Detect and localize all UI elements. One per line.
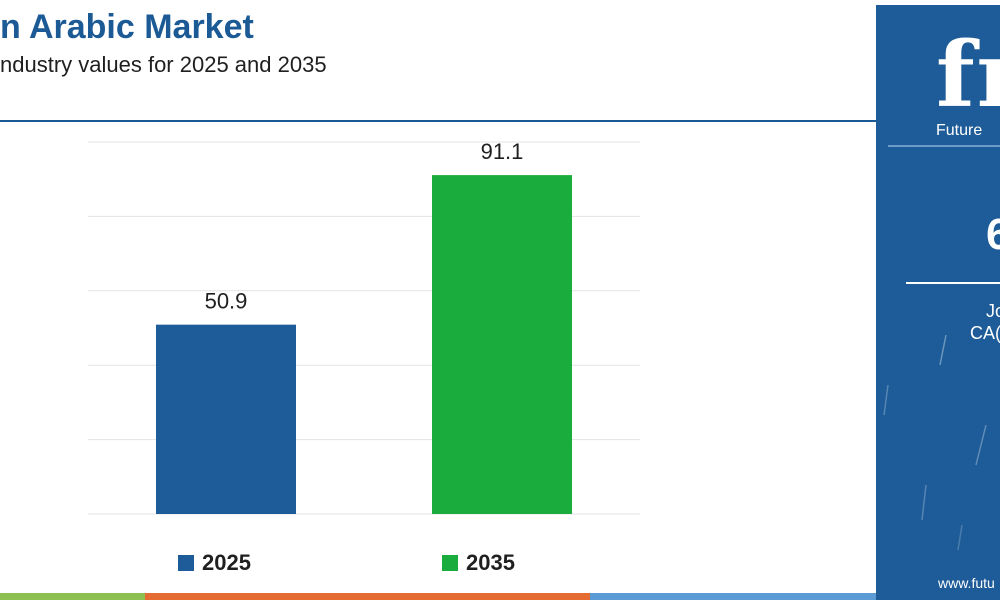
panel-divider-top (888, 145, 1000, 147)
brand-logo-text: Future (936, 122, 983, 139)
header-divider (0, 120, 878, 122)
bottom-color-strip (0, 593, 878, 600)
legend-swatch-2025 (178, 555, 194, 571)
chart-title: n Arabic Market (0, 8, 254, 46)
data-label-2025: 50.9 (205, 289, 248, 314)
bar-2035 (432, 175, 572, 514)
legend-label-2025: 2025 (202, 550, 251, 575)
panel-text-line-2: CA( (970, 323, 1000, 343)
legend-swatch-2035 (442, 555, 458, 571)
strip-segment-orange (145, 593, 590, 600)
panel-divider-middle (906, 282, 1000, 284)
brand-side-panel: fr Future 6 Jo CA( www.futu (876, 5, 1000, 600)
brand-logo: fr (936, 22, 1000, 128)
chart-subtitle: ndustry values for 2025 and 2035 (0, 52, 327, 77)
legend-item-2035: 2035 (442, 550, 515, 576)
panel-big-value: 6 (986, 210, 1000, 259)
panel-url: www.futu (938, 575, 995, 591)
strip-segment-green (0, 593, 145, 600)
panel-texture (883, 334, 987, 551)
strip-segment-blue (590, 593, 878, 600)
legend-label-2035: 2035 (466, 550, 515, 575)
legend-item-2025: 2025 (178, 550, 251, 576)
bar-chart: 50.9 91.1 (88, 139, 640, 515)
data-label-2035: 91.1 (481, 139, 524, 164)
panel-text-line-1: Jo (986, 301, 1000, 321)
bar-2025 (156, 324, 296, 514)
